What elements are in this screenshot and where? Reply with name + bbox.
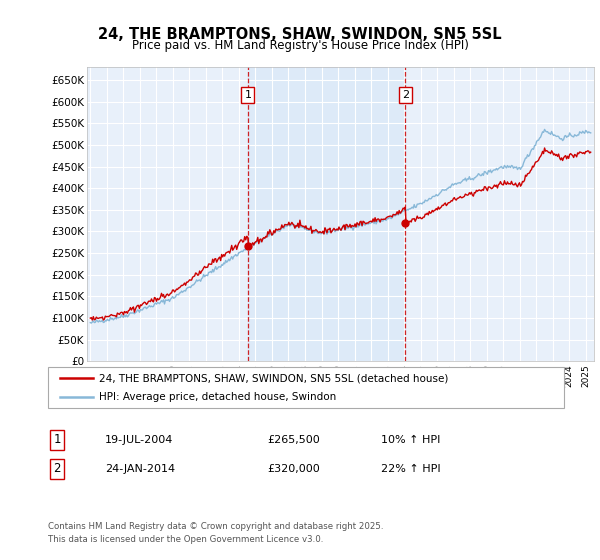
- Text: £320,000: £320,000: [267, 464, 320, 474]
- Text: 1: 1: [53, 433, 61, 446]
- Text: 24-JAN-2014: 24-JAN-2014: [105, 464, 175, 474]
- Text: HPI: Average price, detached house, Swindon: HPI: Average price, detached house, Swin…: [99, 392, 336, 402]
- Text: 2: 2: [401, 90, 409, 100]
- Text: £265,500: £265,500: [267, 435, 320, 445]
- Text: 24, THE BRAMPTONS, SHAW, SWINDON, SN5 5SL (detached house): 24, THE BRAMPTONS, SHAW, SWINDON, SN5 5S…: [99, 374, 448, 383]
- Text: Contains HM Land Registry data © Crown copyright and database right 2025.
This d: Contains HM Land Registry data © Crown c…: [48, 522, 383, 544]
- Text: 22% ↑ HPI: 22% ↑ HPI: [381, 464, 440, 474]
- Text: Price paid vs. HM Land Registry's House Price Index (HPI): Price paid vs. HM Land Registry's House …: [131, 39, 469, 53]
- Text: 2: 2: [53, 462, 61, 475]
- Text: 10% ↑ HPI: 10% ↑ HPI: [381, 435, 440, 445]
- Text: 19-JUL-2004: 19-JUL-2004: [105, 435, 173, 445]
- Text: 24, THE BRAMPTONS, SHAW, SWINDON, SN5 5SL: 24, THE BRAMPTONS, SHAW, SWINDON, SN5 5S…: [98, 27, 502, 42]
- Text: 1: 1: [244, 90, 251, 100]
- Bar: [248, 67, 405, 361]
